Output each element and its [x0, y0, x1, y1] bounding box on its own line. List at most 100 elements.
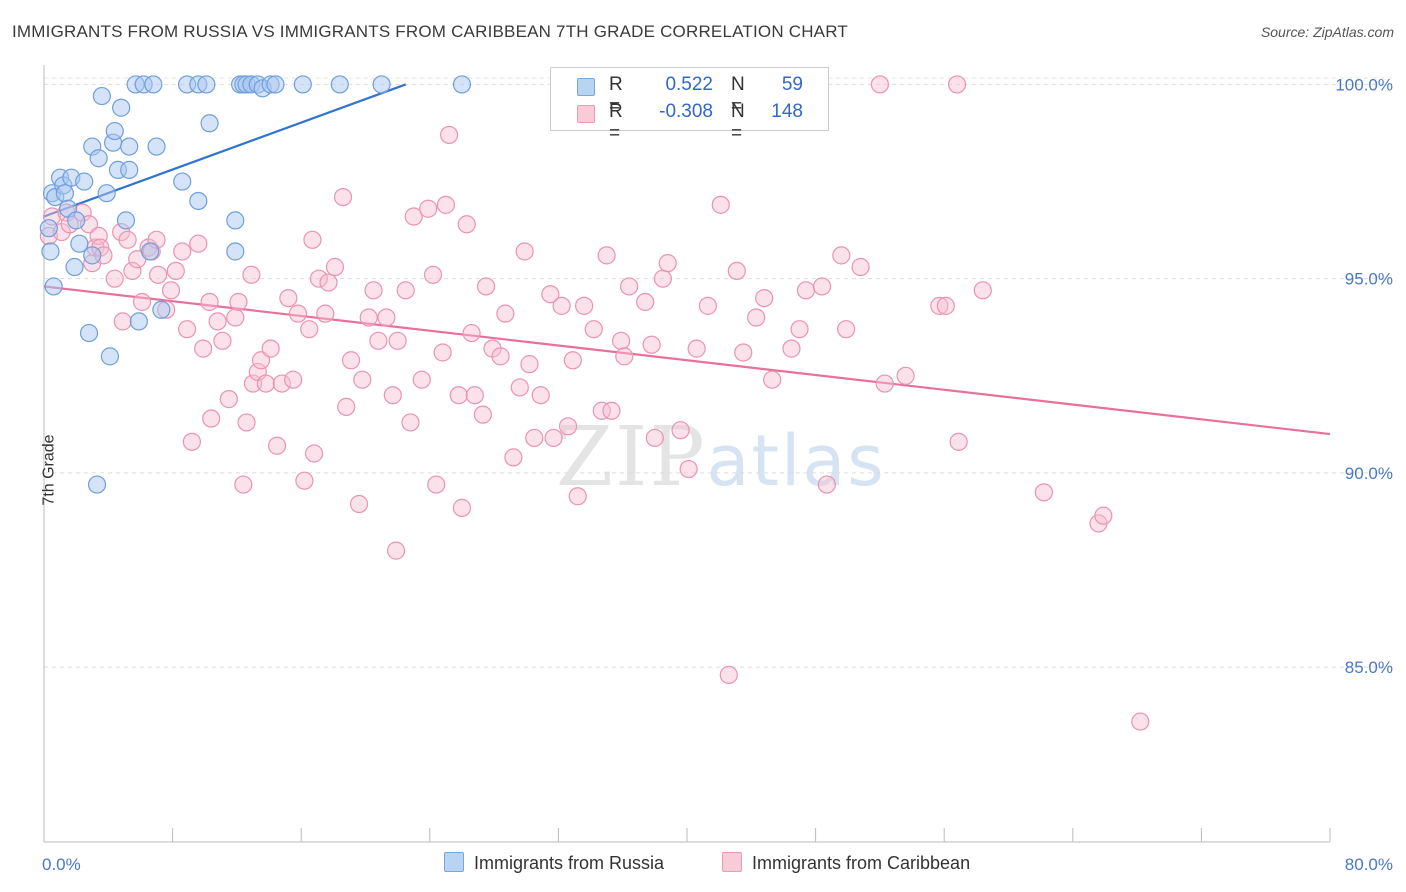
- caribbean-point: [349, 494, 369, 514]
- caribbean-point: [896, 366, 915, 385]
- caribbean-point: [89, 226, 108, 246]
- caribbean-point: [870, 75, 890, 94]
- caribbean-point: [242, 265, 261, 284]
- caribbean-point: [161, 281, 181, 300]
- russia-r-value: 0.522: [665, 74, 713, 95]
- watermark-atlas: atlas: [706, 420, 886, 502]
- russia-point: [120, 160, 139, 179]
- bottom-russia-label: Immigrants from Russia: [474, 853, 665, 873]
- caribbean-point: [353, 370, 372, 389]
- caribbean-point: [763, 370, 782, 389]
- y-axis-label: 7th Grade: [40, 434, 58, 506]
- caribbean-point: [457, 215, 476, 234]
- caribbean-point: [386, 541, 406, 560]
- russia-point: [372, 75, 391, 94]
- caribbean-point: [755, 289, 774, 308]
- russia-point: [140, 242, 160, 261]
- caribbean-point: [679, 459, 698, 479]
- caribbean-point: [620, 277, 639, 296]
- caribbean-point: [303, 230, 322, 249]
- y-tick-label: 90.0%: [1345, 464, 1393, 483]
- caribbean-point: [796, 281, 816, 300]
- russia-point: [79, 323, 99, 343]
- russia-point: [452, 75, 472, 94]
- caribbean-point: [531, 386, 550, 405]
- caribbean-point: [383, 386, 402, 405]
- caribbean-point: [496, 304, 515, 323]
- russia-point: [83, 246, 102, 265]
- caribbean-point: [563, 351, 582, 370]
- stats-legend: R = 0.522 N = 59 R = -0.308 N = 148: [550, 67, 829, 144]
- caribbean-point: [267, 436, 287, 455]
- caribbean-point: [734, 343, 753, 362]
- caribbean-point: [837, 320, 856, 339]
- russia-point: [44, 277, 63, 296]
- caribbean-point: [558, 417, 578, 436]
- caribbean-point: [182, 432, 201, 451]
- russia-point: [147, 137, 166, 156]
- caribbean-point: [698, 296, 717, 315]
- caribbean-point: [177, 320, 197, 339]
- caribbean-point: [525, 428, 544, 448]
- caribbean-point: [747, 308, 766, 327]
- russia-point: [89, 149, 108, 168]
- caribbean-trend-line: [43, 285, 1331, 436]
- caribbean-point: [284, 370, 303, 389]
- caribbean-point: [645, 428, 664, 448]
- caribbean-point: [949, 432, 968, 451]
- caribbean-point: [319, 273, 338, 292]
- caribbean-points: [39, 75, 1150, 731]
- caribbean-point: [123, 261, 142, 281]
- caribbean-point: [541, 285, 560, 304]
- caribbean-point: [936, 296, 955, 315]
- russia-point: [173, 172, 192, 191]
- caribbean-point: [364, 281, 383, 300]
- caribbean-point: [436, 195, 455, 214]
- russia-n-value: 59: [781, 74, 803, 95]
- caribbean-point: [947, 75, 967, 94]
- caribbean-point: [452, 498, 472, 517]
- russia-point: [144, 75, 163, 94]
- caribbean-point: [337, 397, 356, 416]
- caribbean-point: [251, 351, 271, 370]
- caribbean-point: [465, 386, 484, 405]
- caribbean-point: [404, 207, 423, 226]
- caribbean-point: [316, 304, 335, 323]
- caribbean-point: [396, 281, 415, 300]
- russia-point: [70, 234, 89, 253]
- caribbean-point: [851, 257, 870, 277]
- russia-point: [189, 191, 208, 211]
- caribbean-point: [118, 230, 137, 249]
- caribbean-swatch: [577, 105, 595, 123]
- caribbean-point: [515, 242, 534, 261]
- caribbean-point: [419, 199, 438, 218]
- bottom-caribbean-label: Immigrants from Caribbean: [752, 853, 971, 873]
- caribbean-point: [449, 386, 468, 405]
- russia-point: [226, 242, 245, 261]
- russia-r-label: R =: [609, 74, 623, 117]
- caribbean-point: [401, 413, 420, 432]
- caribbean-point: [219, 390, 238, 409]
- caribbean-point: [462, 323, 481, 343]
- caribbean-point: [433, 343, 452, 362]
- caribbean-point: [658, 254, 677, 273]
- russia-point: [100, 347, 120, 366]
- caribbean-point: [812, 277, 832, 296]
- russia-point: [266, 75, 285, 94]
- russia-point: [152, 300, 171, 319]
- caribbean-point: [782, 339, 801, 358]
- russia-point: [116, 211, 136, 230]
- caribbean-point: [653, 269, 672, 288]
- caribbean-point: [377, 308, 396, 327]
- watermark-zip: ZIP: [556, 410, 707, 505]
- tick-labels: 85.0% 90.0% 95.0% 100.0% 0.0% 80.0%: [42, 75, 1393, 874]
- caribbean-point: [166, 261, 185, 281]
- caribbean-point: [790, 320, 809, 339]
- russia-points: [39, 75, 472, 494]
- caribbean-point: [256, 374, 275, 393]
- caribbean-point: [575, 296, 594, 315]
- caribbean-point: [602, 401, 621, 420]
- russia-point: [92, 86, 111, 106]
- caribbean-point: [439, 125, 459, 145]
- gridlines: [44, 77, 1395, 668]
